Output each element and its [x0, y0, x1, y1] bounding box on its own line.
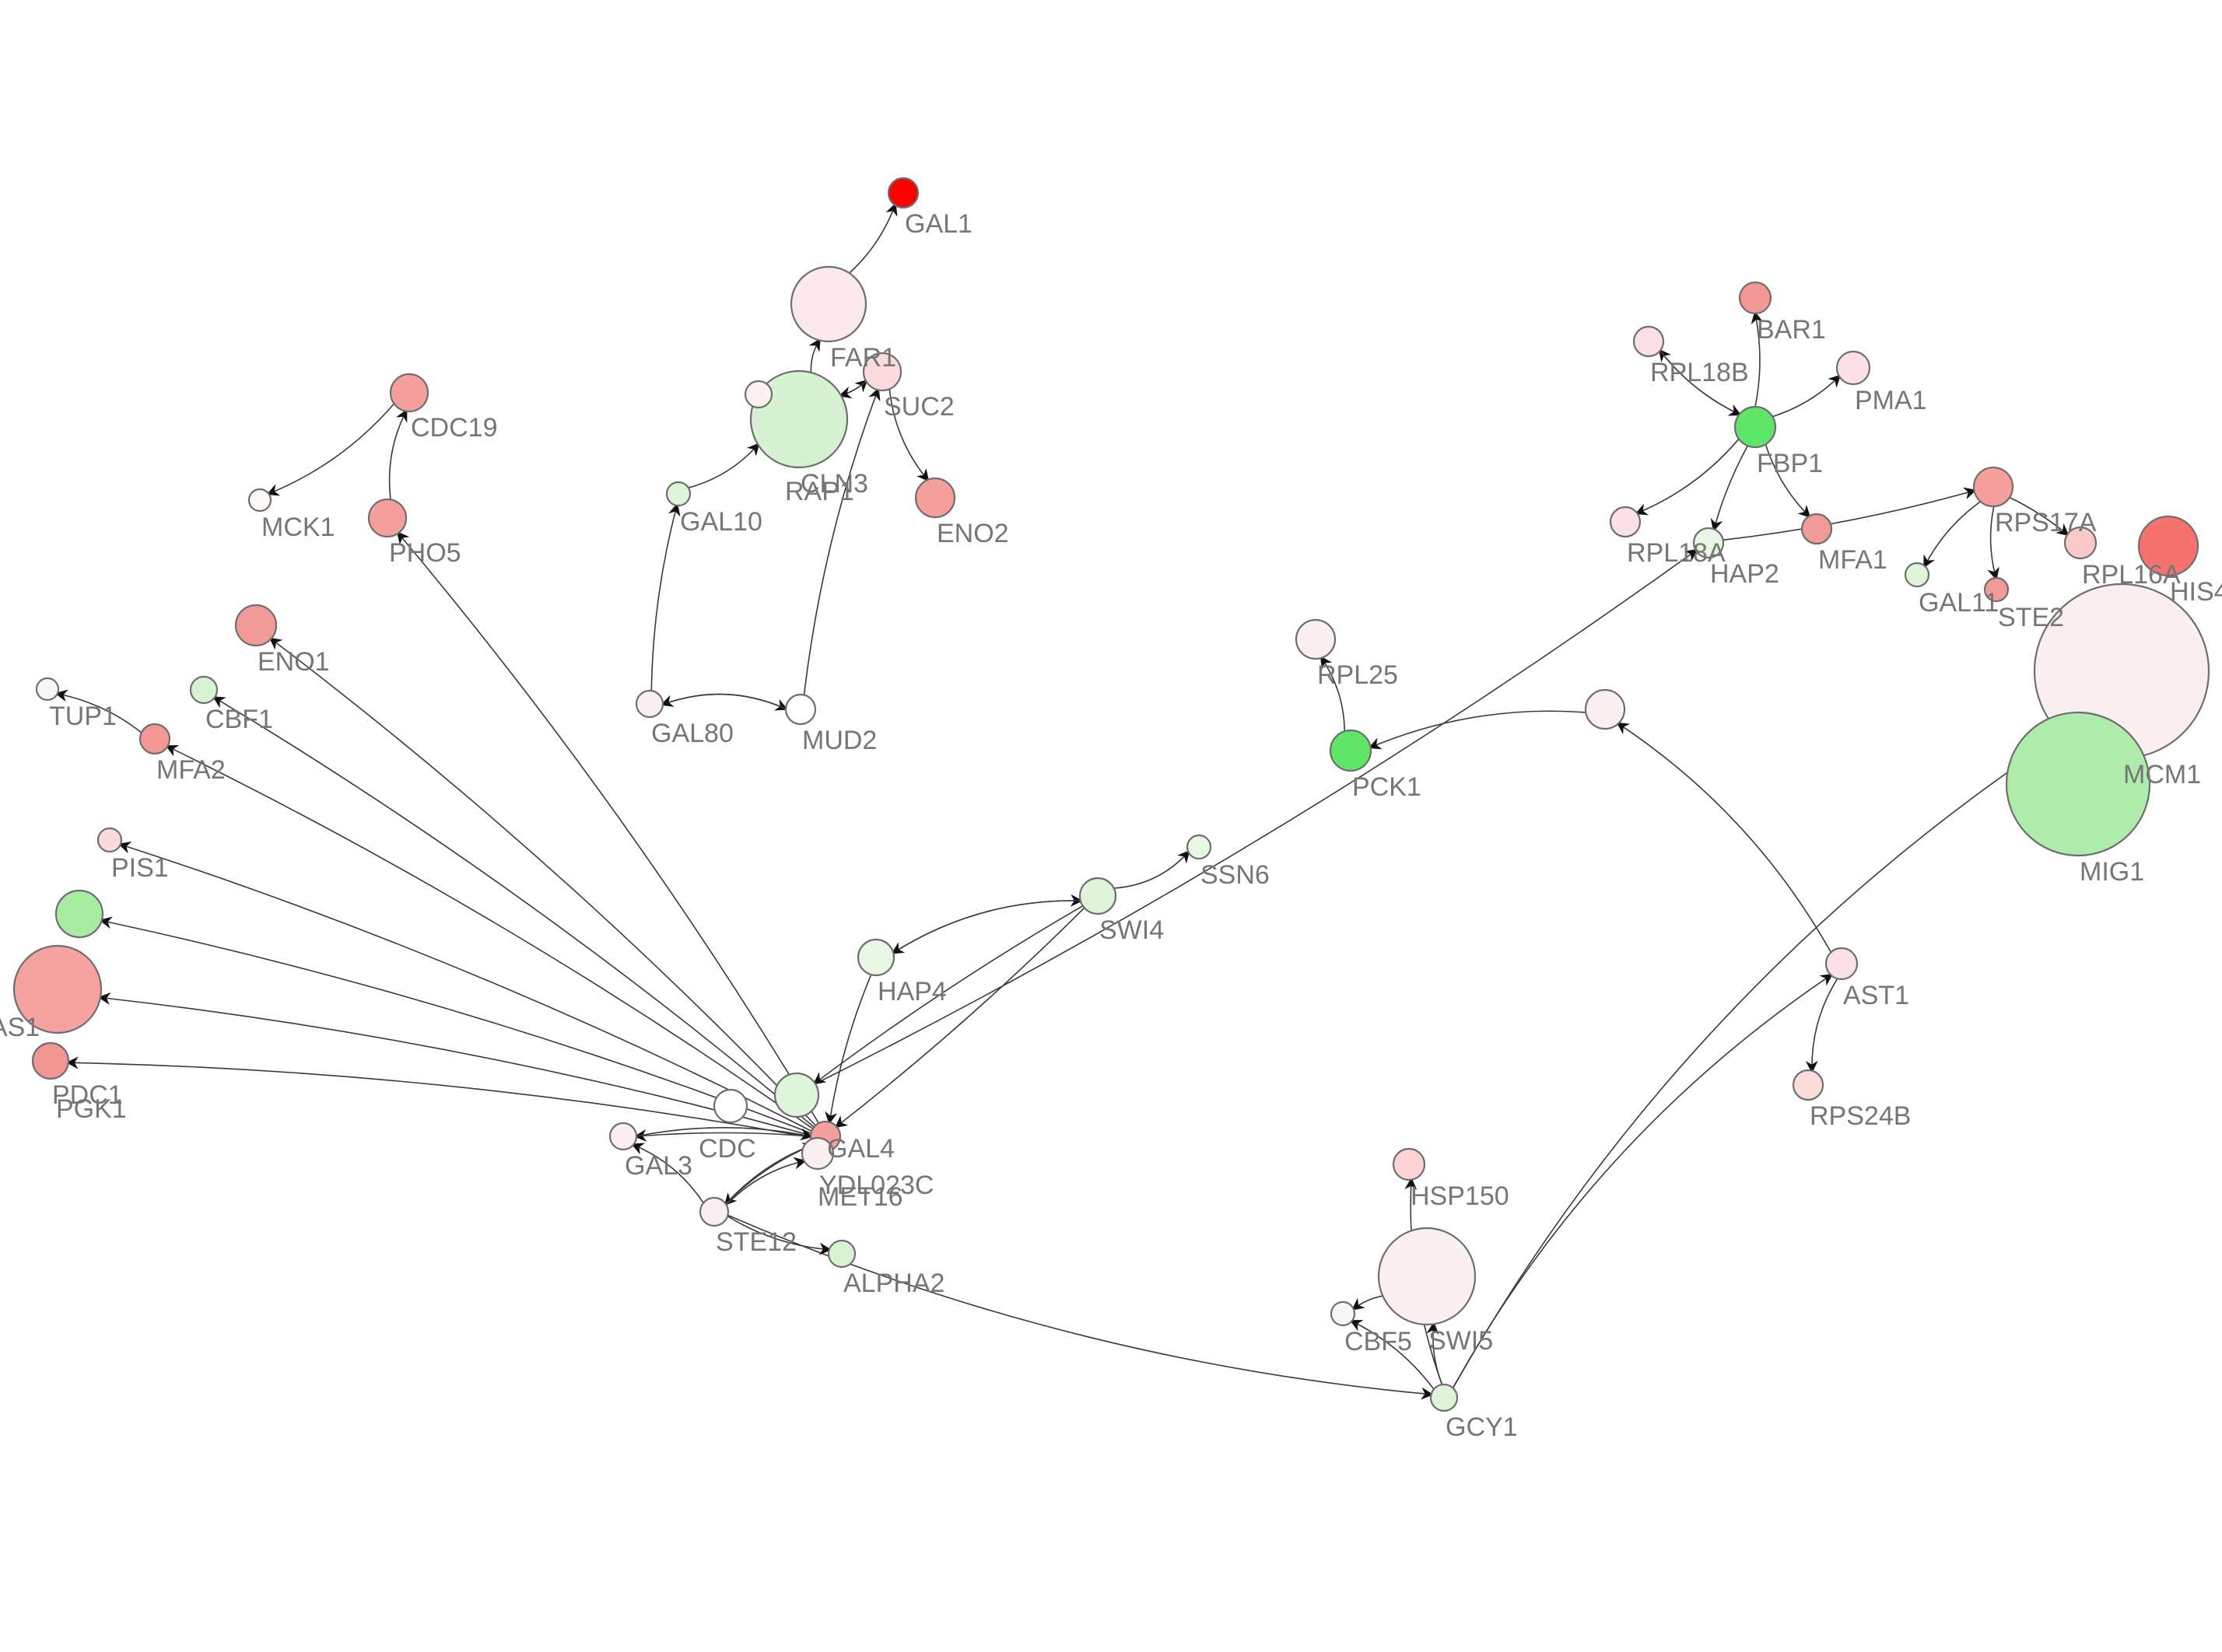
svg-text:RPL18B: RPL18B: [1650, 358, 1749, 387]
svg-text:STE12: STE12: [716, 1227, 797, 1257]
svg-text:HSP150: HSP150: [1411, 1181, 1509, 1211]
svg-text:CBF1: CBF1: [205, 705, 273, 734]
svg-text:RPL16A: RPL16A: [2082, 560, 2181, 590]
svg-text:SWI5: SWI5: [1428, 1326, 1493, 1356]
svg-text:PGK1: PGK1: [56, 1094, 127, 1124]
svg-text:ENO1: ENO1: [258, 647, 330, 677]
svg-text:TUP1: TUP1: [49, 702, 117, 731]
svg-text:RPS17A: RPS17A: [1995, 508, 2097, 537]
svg-text:CDC19: CDC19: [411, 413, 497, 443]
svg-text:SSN6: SSN6: [1200, 860, 1270, 890]
svg-text:SWI4: SWI4: [1099, 915, 1164, 945]
svg-text:TPAS1: TPAS1: [0, 1013, 40, 1042]
svg-text:GAL3: GAL3: [625, 1151, 692, 1181]
svg-text:PMA1: PMA1: [1855, 386, 1927, 415]
svg-text:SUC2: SUC2: [884, 392, 955, 422]
svg-text:MCM1: MCM1: [2123, 760, 2201, 789]
svg-text:HAP2: HAP2: [1710, 559, 1779, 589]
svg-text:MFA2: MFA2: [156, 755, 226, 785]
svg-text:GAL1: GAL1: [905, 209, 973, 239]
svg-text:RPS24B: RPS24B: [1810, 1101, 1911, 1131]
svg-text:PIS1: PIS1: [111, 853, 169, 883]
svg-text:MCK1: MCK1: [261, 513, 335, 542]
svg-text:CDC: CDC: [699, 1134, 756, 1164]
svg-text:MFA1: MFA1: [1818, 545, 1887, 575]
svg-text:FAR1: FAR1: [830, 343, 896, 373]
svg-text:HIS4: HIS4: [2170, 577, 2222, 607]
svg-text:STE2: STE2: [1998, 603, 2064, 632]
svg-text:GAL10: GAL10: [680, 507, 762, 537]
svg-text:ENO2: ENO2: [937, 519, 1009, 548]
svg-text:GAL80: GAL80: [651, 719, 734, 748]
svg-text:HAP4: HAP4: [878, 977, 947, 1006]
svg-text:CBF5: CBF5: [1344, 1327, 1412, 1356]
svg-text:RPL25: RPL25: [1317, 660, 1398, 690]
svg-text:FBP1: FBP1: [1757, 449, 1823, 478]
svg-text:RAP1: RAP1: [785, 477, 854, 506]
svg-text:MIG1: MIG1: [2080, 857, 2144, 887]
svg-text:PHO5: PHO5: [389, 538, 461, 568]
svg-text:ALPHA2: ALPHA2: [843, 1269, 945, 1298]
svg-text:MET16: MET16: [818, 1182, 903, 1212]
svg-text:BAR1: BAR1: [1757, 315, 1826, 345]
svg-text:GCY1: GCY1: [1446, 1412, 1518, 1442]
svg-text:AST1: AST1: [1843, 981, 1909, 1010]
svg-text:GAL11: GAL11: [1919, 588, 1999, 618]
svg-text:PCK1: PCK1: [1352, 772, 1421, 802]
svg-text:GAL4: GAL4: [827, 1134, 895, 1164]
svg-text:MUD2: MUD2: [802, 726, 877, 755]
